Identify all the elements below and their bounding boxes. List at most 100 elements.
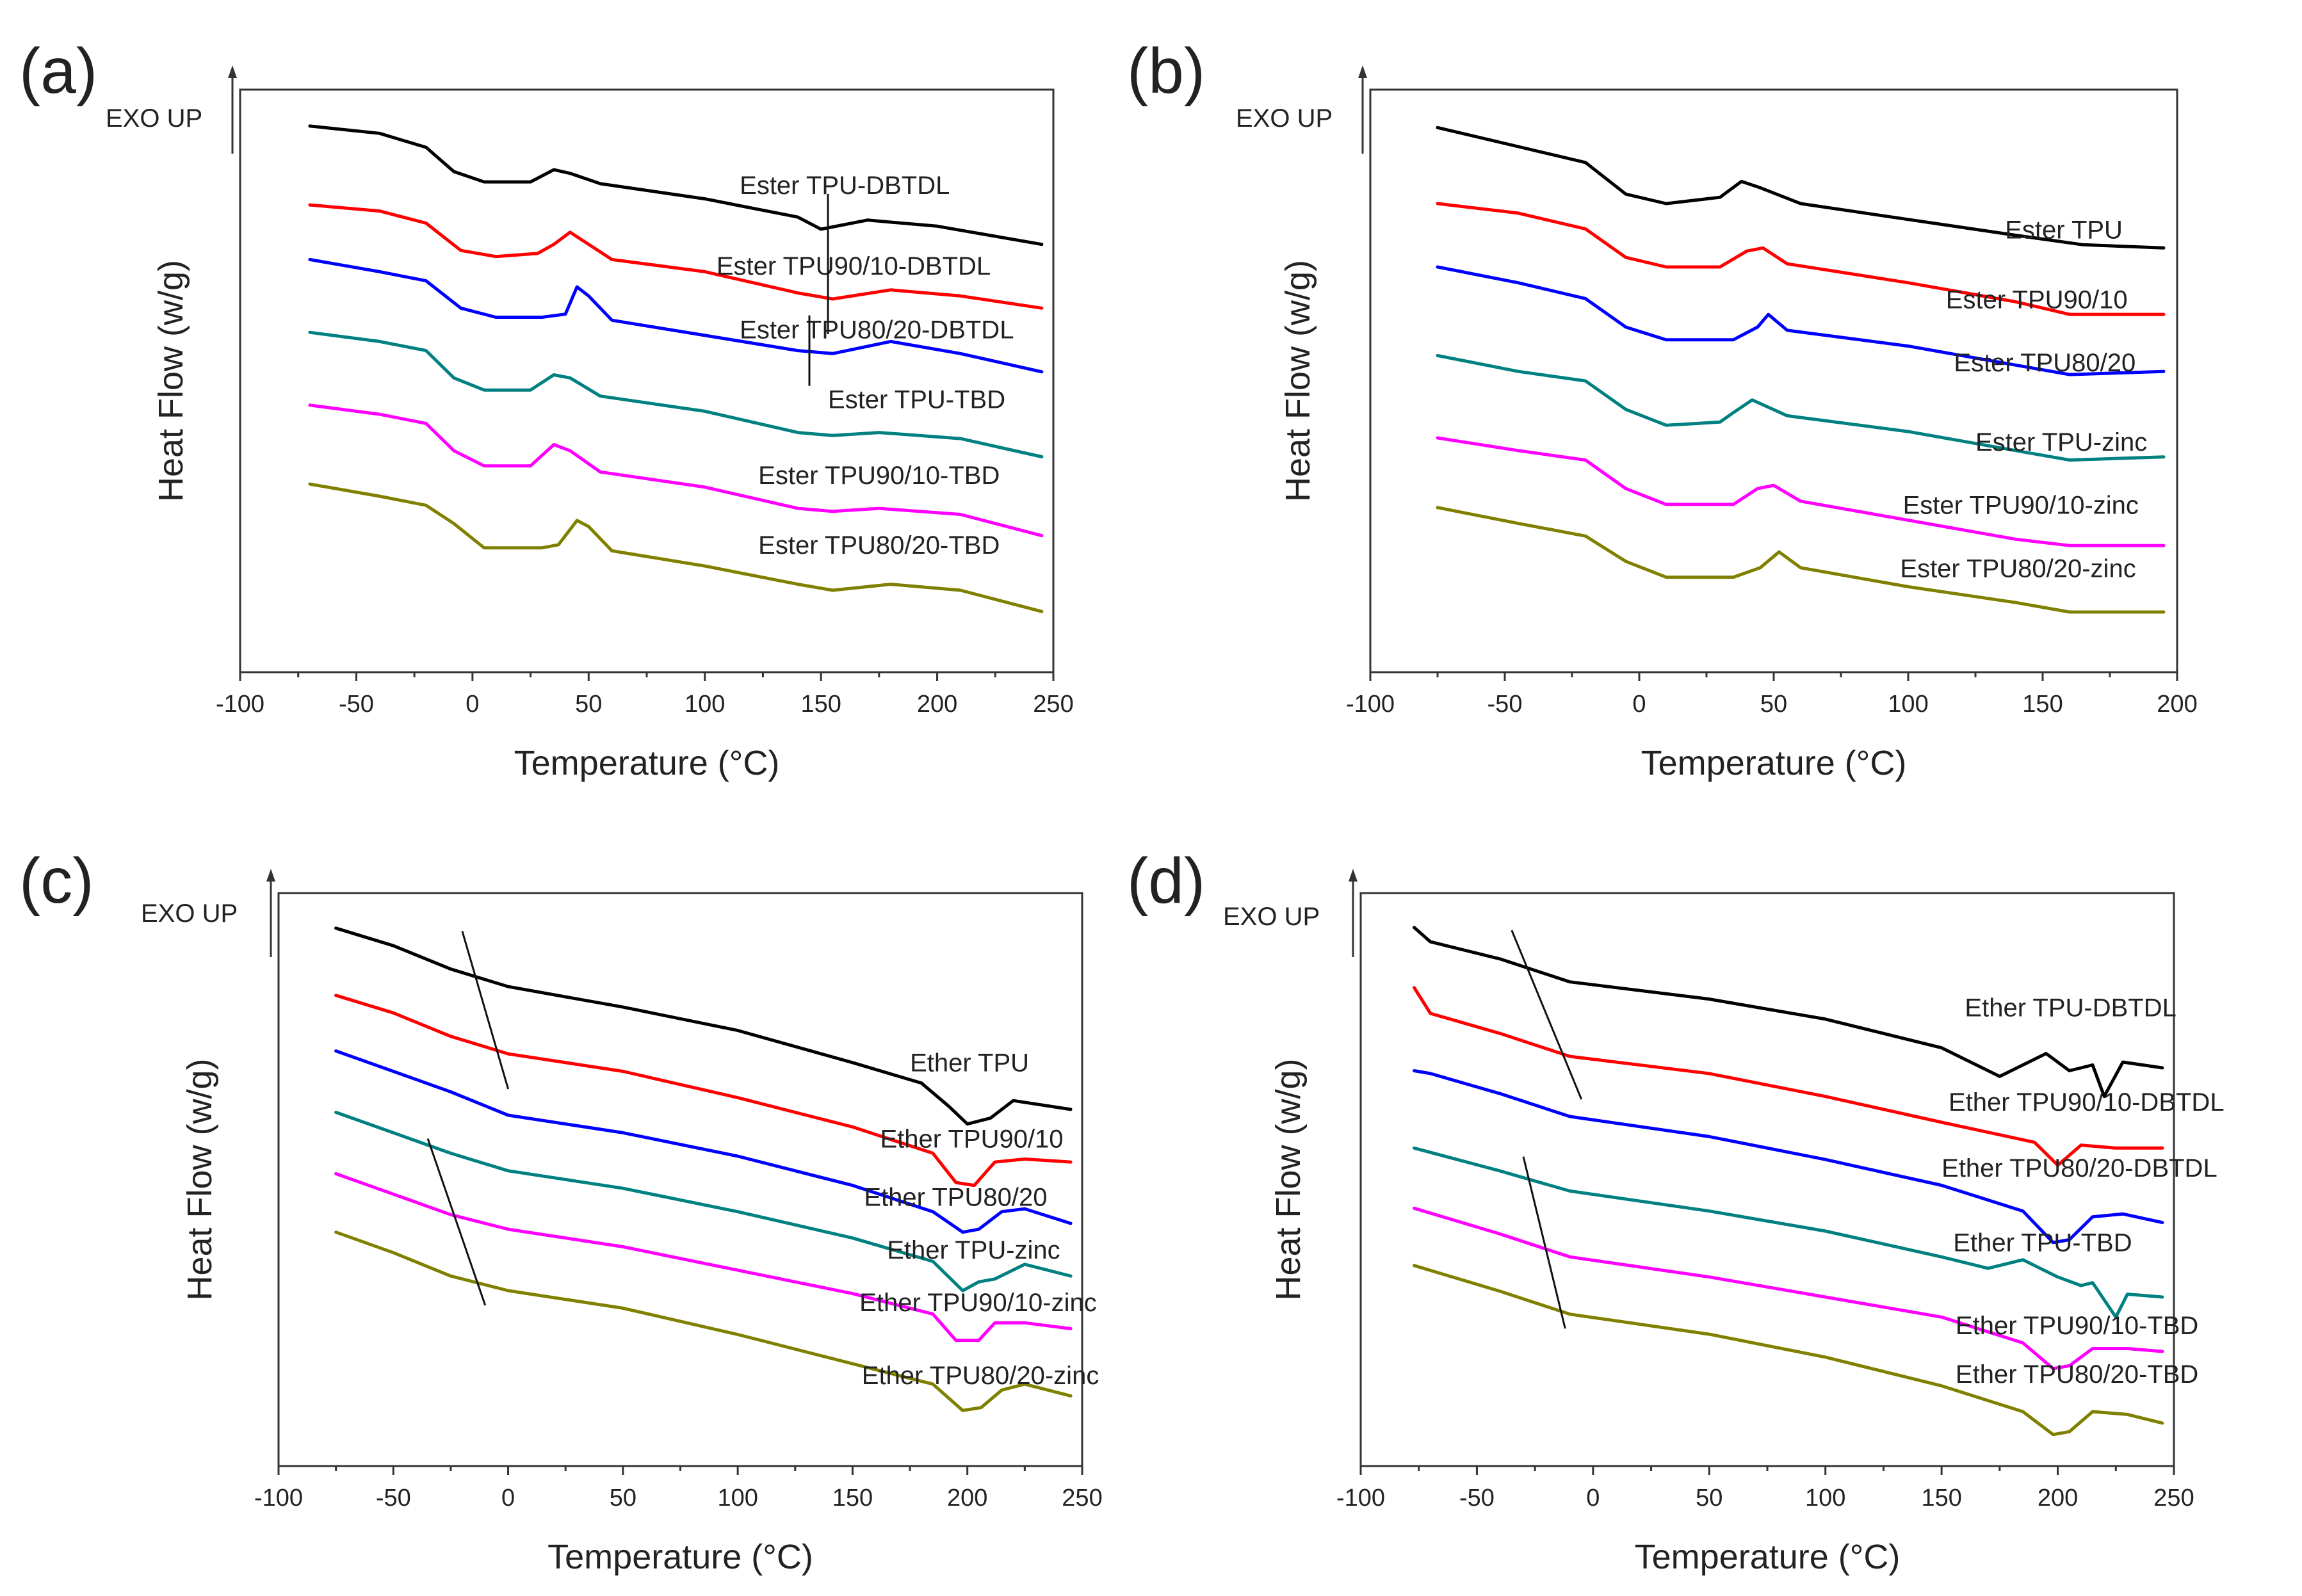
exo-up-arrow-head: [1358, 65, 1367, 78]
panel-a: (a) EXO UP -100 -50 0 50 100 150 200 250 Temperatu…: [19, 35, 1074, 782]
series-label: Ester TPU-zinc: [1975, 428, 2147, 456]
series-label: Ether TPU80/20-TBD: [1956, 1360, 2198, 1389]
series-label: Ester TPU90/10-TBD: [758, 462, 1000, 490]
x-tick-label: 0: [466, 691, 479, 718]
panel-label-b: (b): [1127, 35, 1205, 107]
x-tick-label: 150: [1921, 1485, 1961, 1511]
plot-frame: [1369, 88, 2178, 673]
x-tick-label: 150: [800, 691, 841, 718]
series-line-a-0: [308, 124, 1044, 246]
series-line-b-3: [1436, 353, 2166, 462]
series-line-a-5: [308, 482, 1044, 613]
exo-up-label: EXO UP: [106, 104, 202, 133]
x-axis-title: Temperature (°C): [547, 1538, 813, 1576]
series-label: Ester TPU80/20-zinc: [1900, 555, 2136, 583]
panel-c: (c) EXO UP -100 -50 0 50 100 150 200 250 Temperatu…: [19, 845, 1103, 1576]
series-line-a-2: [308, 257, 1044, 374]
series-line-c-0: [334, 926, 1073, 1126]
series-label: Ether TPU-DBTDL: [1965, 994, 2176, 1022]
series-line-c-3: [334, 1111, 1073, 1293]
x-tick-label: 200: [2157, 691, 2197, 718]
exo-up-arrow-head: [1349, 869, 1358, 882]
series-label: Ether TPU-TBD: [1953, 1229, 2132, 1257]
x-tick-label: 150: [2022, 691, 2063, 718]
series-label: Ester TPU80/20-TBD: [758, 531, 1000, 560]
y-axis-title: Heat Flow (w/g): [1269, 1058, 1308, 1300]
series-label: Ester TPU: [2005, 216, 2123, 244]
series-label: Ester TPU90/10-DBTDL: [717, 252, 991, 280]
series-label: Ester TPU-TBD: [828, 386, 1005, 414]
series-label: Ester TPU-DBTDL: [740, 172, 950, 200]
series-line-b-1: [1436, 202, 2166, 316]
x-axis-title: Temperature (°C): [1641, 744, 1907, 782]
x-tick-label: 50: [1760, 691, 1787, 718]
x-tick-label: 100: [1805, 1485, 1845, 1511]
panel-label-c: (c): [19, 845, 94, 917]
x-tick-label: 0: [1632, 691, 1646, 718]
series-line-b-5: [1436, 506, 2166, 614]
series-line-a-4: [308, 403, 1044, 538]
x-tick-label: 150: [832, 1485, 873, 1511]
x-tick-label: 200: [2038, 1485, 2078, 1511]
series-label: Ether TPU80/20-DBTDL: [1941, 1154, 2217, 1182]
x-tick-label: 100: [717, 1485, 758, 1511]
series-line-a-1: [308, 203, 1044, 310]
x-tick-label: 250: [1062, 1485, 1102, 1511]
x-tick-label: -100: [216, 691, 264, 718]
x-tick-label: 50: [575, 691, 602, 718]
x-axis-title: Temperature (°C): [514, 744, 780, 782]
x-tick-label: 200: [947, 1485, 987, 1511]
series-label: Ether TPU90/10-DBTDL: [1949, 1088, 2225, 1116]
x-tick-label: -100: [254, 1485, 303, 1511]
x-tick-label: -50: [376, 1485, 411, 1511]
series-line-c-1: [334, 994, 1073, 1188]
tg-guide-line: [1522, 1156, 1566, 1329]
x-tick-label: -50: [1487, 691, 1523, 718]
series-line-a-3: [308, 330, 1044, 458]
x-tick-label: 250: [2153, 1485, 2194, 1511]
x-axis-title: Temperature (°C): [1635, 1538, 1901, 1576]
panel-label-d: (d): [1127, 845, 1205, 917]
x-tick-label: -100: [1336, 1485, 1385, 1511]
x-tick-label: 200: [917, 691, 957, 718]
panel-label-a: (a): [19, 35, 97, 107]
tg-guide-line: [426, 1138, 487, 1306]
series-line-b-0: [1436, 125, 2166, 250]
series-label: Ester TPU90/10-zinc: [1903, 492, 2139, 520]
series-line-d-2: [1413, 1069, 2164, 1245]
series-label: Ether TPU90/10: [880, 1125, 1063, 1153]
panel-d: (d) EXO UP -100 -50 0 50 100 150 200 250 Temperatu…: [1127, 845, 2225, 1576]
series-line-d-1: [1413, 986, 2164, 1167]
x-tick-label: 100: [685, 691, 725, 718]
x-tick-label: -50: [339, 691, 374, 718]
y-axis-title: Heat Flow (w/g): [181, 1058, 219, 1300]
exo-up-arrow-head: [266, 869, 275, 882]
series-line-d-4: [1413, 1206, 2164, 1371]
x-tick-label: 100: [1888, 691, 1928, 718]
series-line-d-3: [1413, 1146, 2164, 1319]
x-tick-label: 0: [501, 1485, 515, 1511]
series-label: Ether TPU80/20-zinc: [862, 1362, 1099, 1390]
x-tick-label: -50: [1459, 1485, 1495, 1511]
x-tick-label: 0: [1586, 1485, 1600, 1511]
series-label: Ester TPU80/20: [1954, 349, 2136, 377]
exo-up-arrow-head: [228, 65, 237, 78]
exo-up-label: EXO UP: [141, 899, 238, 928]
tg-guide-line: [461, 930, 510, 1090]
series-line-b-4: [1436, 436, 2166, 547]
y-axis-title: Heat Flow (w/g): [1279, 260, 1317, 502]
y-axis-title: Heat Flow (w/g): [152, 260, 190, 502]
series-label: Ester TPU80/20-DBTDL: [740, 316, 1014, 344]
x-tick-label: 250: [1033, 691, 1073, 718]
tg-guide-line: [1511, 930, 1583, 1100]
x-tick-label: -100: [1346, 691, 1395, 718]
series-label: Ether TPU90/10-TBD: [1956, 1312, 2198, 1340]
series-label: Ester TPU90/10: [1946, 286, 2128, 314]
exo-up-label: EXO UP: [1236, 104, 1333, 133]
series-label: Ether TPU90/10-zinc: [859, 1289, 1097, 1317]
series-label: Ether TPU-zinc: [887, 1236, 1060, 1264]
series-line-b-2: [1436, 265, 2166, 376]
series-line-c-5: [334, 1230, 1073, 1412]
series-line-d-0: [1413, 926, 2164, 1099]
x-tick-label: 50: [1696, 1485, 1722, 1511]
